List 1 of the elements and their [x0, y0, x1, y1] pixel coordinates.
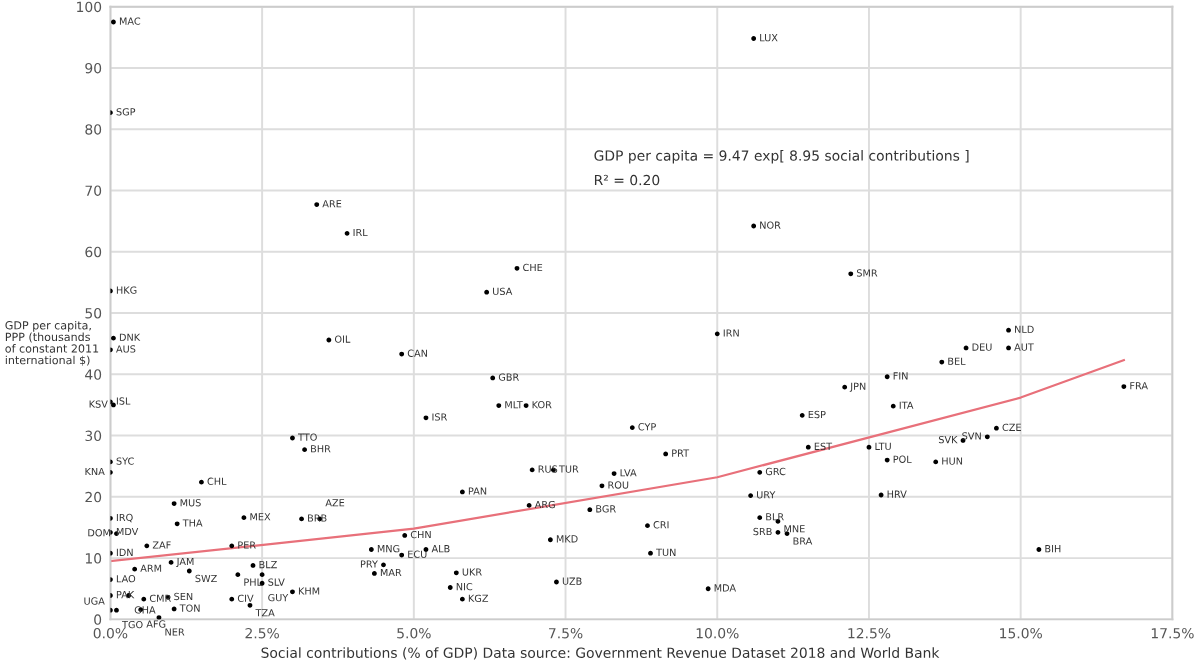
line-series [110, 359, 1125, 563]
